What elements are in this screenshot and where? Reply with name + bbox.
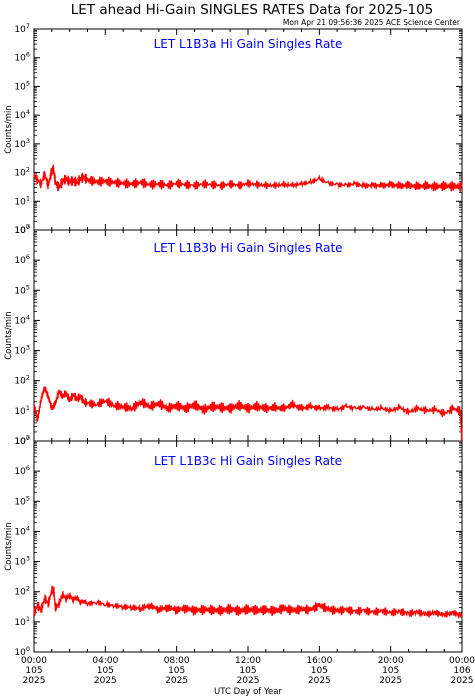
x-tick-label-year: 2025 [379, 676, 402, 686]
y-tick-label: 102 [14, 374, 30, 387]
panel-middle: LET L1B3b Hi Gain Singles Rate Counts/mi… [4, 223, 463, 447]
plot-frame-top [33, 28, 463, 231]
y-tick-label: 100 [14, 223, 30, 236]
y-tick-label: 102 [14, 166, 30, 179]
series-line-middle [33, 386, 463, 442]
x-tick-label-time: 12:00 [235, 656, 261, 666]
timestamp: Mon Apr 21 09:56:36 2025 ACE Science Cen… [283, 18, 461, 27]
y-tick-label: 103 [14, 344, 30, 357]
y-tick-label: 106 [14, 464, 30, 477]
x-tick-label-doy: 105 [97, 666, 114, 676]
x-tick-label-time: 00:00 [449, 656, 475, 666]
y-tick-label: 101 [14, 404, 30, 417]
plot-frame-bottom [33, 440, 463, 653]
y-tick-label: 101 [14, 615, 30, 628]
y-tick-label: 105 [14, 494, 30, 507]
y-axis-label-bottom: Counts/min [4, 522, 14, 571]
series-line-bottom [33, 585, 463, 620]
y-tick-label: 101 [14, 194, 30, 207]
x-tick-label-doy: 105 [25, 666, 42, 676]
x-tick-label-time: 08:00 [164, 656, 190, 666]
y-tick-label: 100 [14, 645, 30, 658]
y-tick-label: 106 [14, 253, 30, 266]
x-tick-labels: 00:00105202504:00105202508:00105202512:0… [21, 656, 475, 686]
y-ticks-top: 100 101 102 103 104 105 106 107 [14, 22, 462, 236]
x-tick-label-year: 2025 [165, 676, 188, 686]
y-tick-label: 104 [14, 524, 30, 537]
panel-title-top: LET L1B3a Hi Gain Singles Rate [154, 37, 343, 51]
x-tick-label-time: 20:00 [378, 656, 404, 666]
x-tick-label-time: 04:00 [92, 656, 118, 666]
y-tick-label: 100 [14, 434, 30, 447]
y-axis-label-top: Counts/min [4, 105, 14, 154]
x-tick-label-year: 2025 [451, 676, 474, 686]
x-tick-label-doy: 105 [239, 666, 256, 676]
y-tick-label: 102 [14, 585, 30, 598]
y-tick-label: 103 [14, 555, 30, 568]
x-tick-label-year: 2025 [237, 676, 260, 686]
x-tick-label-doy: 105 [382, 666, 399, 676]
y-tick-label: 104 [14, 108, 30, 121]
y-tick-label: 106 [14, 51, 30, 64]
panel-bottom: LET L1B3c Hi Gain Singles Rate Counts/mi… [4, 434, 463, 658]
x-tick-label-doy: 105 [311, 666, 328, 676]
x-tick-label-doy: 106 [453, 666, 470, 676]
panel-title-middle: LET L1B3b Hi Gain Singles Rate [153, 241, 342, 255]
x-tick-label-doy: 105 [168, 666, 185, 676]
panel-title-bottom: LET L1B3c Hi Gain Singles Rate [154, 454, 342, 468]
x-tick-label-year: 2025 [308, 676, 331, 686]
y-tick-label: 107 [14, 22, 30, 35]
x-tick-label-year: 2025 [23, 676, 46, 686]
y-tick-label: 107 [14, 223, 30, 236]
y-tick-label: 104 [14, 313, 30, 326]
y-tick-label: 105 [14, 283, 30, 296]
main-title: LET ahead Hi-Gain SINGLES RATES Data for… [71, 2, 434, 18]
series-line-top [33, 164, 463, 192]
x-tick-label-time: 16:00 [306, 656, 332, 666]
x-ticks-top [33, 29, 463, 230]
panel-top: LET L1B3a Hi Gain Singles Rate Counts/mi… [4, 22, 463, 236]
x-axis-label: UTC Day of Year [214, 687, 282, 697]
y-axis-label-middle: Counts/min [4, 311, 14, 360]
x-tick-label-year: 2025 [94, 676, 117, 686]
y-tick-label: 107 [14, 434, 30, 447]
x-tick-label-time: 00:00 [21, 656, 47, 666]
y-tick-label: 105 [14, 79, 30, 92]
x-ticks-bottom [33, 441, 463, 652]
y-ticks-middle: 100 101 102 103 104 105 106 107 [14, 223, 462, 447]
y-tick-label: 103 [14, 137, 30, 150]
